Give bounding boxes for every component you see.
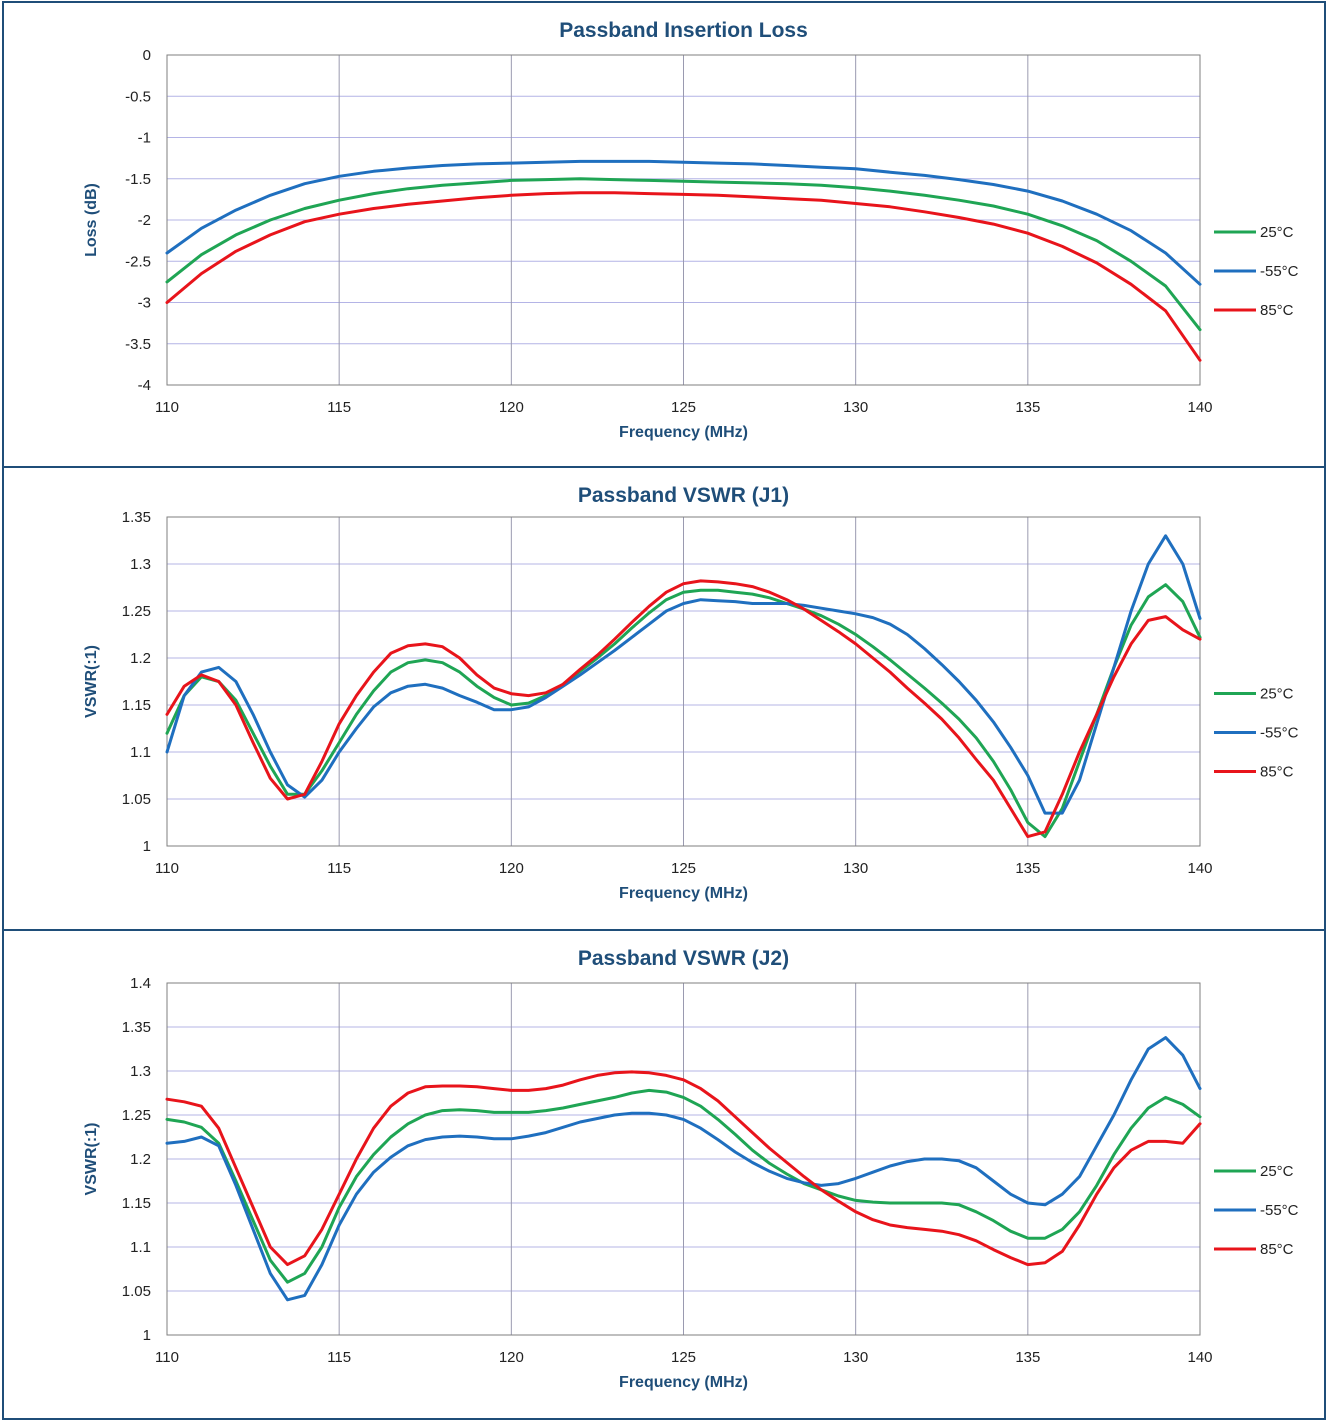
y-tick-label: 1.1 bbox=[130, 1239, 151, 1256]
y-tick-label: 1 bbox=[143, 838, 151, 855]
series-line-0 bbox=[165, 177, 1202, 332]
x-tick-label: 125 bbox=[671, 1349, 696, 1366]
chart-panel-vswr-j2: 1.4 1.35 1.3 1.25 1.2 1.15 1.1 1.05 1 110 115 120 12… bbox=[2, 929, 1326, 1420]
y-tick-label: 1.15 bbox=[122, 697, 151, 714]
series-line-2 bbox=[165, 579, 1202, 839]
series-line-0 bbox=[165, 1088, 1202, 1284]
y-tick-label: 1.2 bbox=[130, 650, 151, 667]
x-tick-label: 110 bbox=[155, 1349, 179, 1366]
legend-label-1: -55°C bbox=[1260, 1202, 1299, 1219]
legend-label-0: 25°C bbox=[1260, 224, 1294, 241]
legend-label-1: -55°C bbox=[1260, 263, 1299, 280]
series-line-1 bbox=[165, 159, 1202, 286]
plot-border bbox=[166, 516, 1201, 847]
series-line-2 bbox=[165, 191, 1202, 362]
y-tick-label: -2.5 bbox=[125, 253, 151, 270]
y-tick-label: 1 bbox=[143, 1327, 151, 1344]
x-tick-label: 110 bbox=[155, 399, 179, 416]
y-tick-label: 1.35 bbox=[122, 509, 151, 526]
series-line-1 bbox=[165, 1036, 1202, 1302]
x-tick-label: 130 bbox=[843, 1349, 868, 1366]
y-tick-label: -1.5 bbox=[125, 171, 151, 188]
y-tick-label: 1.25 bbox=[122, 1107, 151, 1124]
chart-title: Passband VSWR (J2) bbox=[578, 947, 789, 970]
x-tick-label: 140 bbox=[1187, 399, 1212, 416]
y-tick-label: 1.05 bbox=[122, 791, 151, 808]
y-tick-label: 1.3 bbox=[130, 1063, 151, 1080]
x-tick-label: 140 bbox=[1187, 860, 1212, 877]
x-tick-label: 140 bbox=[1187, 1349, 1212, 1366]
x-tick-label: 115 bbox=[327, 1349, 351, 1366]
y-tick-label: 1.35 bbox=[122, 1019, 151, 1036]
y-tick-label: 1.05 bbox=[122, 1283, 151, 1300]
y-tick-label: -4 bbox=[138, 377, 151, 394]
x-axis-label: Frequency (MHz) bbox=[619, 1374, 748, 1391]
y-tick-label: 1.25 bbox=[122, 603, 151, 620]
x-tick-label: 135 bbox=[1015, 1349, 1040, 1366]
x-tick-label: 110 bbox=[155, 860, 179, 877]
x-tick-label: 130 bbox=[843, 860, 868, 877]
y-tick-label: 0 bbox=[143, 47, 151, 64]
y-tick-label: -3.5 bbox=[125, 336, 151, 353]
chart-panel-vswr-j1: 1.35 1.3 1.25 1.2 1.15 1.1 1.05 1 110 115 120 125 13… bbox=[2, 466, 1326, 931]
chart-panel-insertion-loss: 0 -0.5 -1 -1.5 -2 -2.5 -3 -3.5 -4 110 115 120 125 130… bbox=[2, 1, 1326, 468]
legend-label-0: 25°C bbox=[1260, 1163, 1294, 1180]
x-tick-label: 120 bbox=[499, 1349, 524, 1366]
x-axis-label: Frequency (MHz) bbox=[619, 885, 748, 902]
y-tick-label: 1.1 bbox=[130, 744, 151, 761]
x-axis-label: Frequency (MHz) bbox=[619, 424, 748, 441]
y-tick-label: -3 bbox=[138, 295, 151, 312]
legend-label-1: -55°C bbox=[1260, 725, 1299, 742]
x-tick-label: 125 bbox=[671, 860, 696, 877]
y-tick-label: 1.2 bbox=[130, 1151, 151, 1168]
y-tick-label: 1.4 bbox=[130, 975, 151, 992]
x-tick-label: 120 bbox=[499, 399, 524, 416]
chart-title: Passband Insertion Loss bbox=[559, 19, 808, 42]
y-axis-label: VSWR(:1) bbox=[83, 645, 100, 718]
chart-title: Passband VSWR (J1) bbox=[578, 484, 789, 507]
plot-border bbox=[166, 54, 1201, 386]
legend-label-0: 25°C bbox=[1260, 686, 1294, 703]
series-line-2 bbox=[165, 1070, 1202, 1267]
x-tick-label: 125 bbox=[671, 399, 696, 416]
y-tick-label: -0.5 bbox=[125, 88, 151, 105]
plot-border bbox=[166, 982, 1201, 1336]
x-tick-label: 115 bbox=[327, 399, 351, 416]
x-tick-label: 135 bbox=[1015, 399, 1040, 416]
y-tick-label: -2 bbox=[138, 212, 151, 229]
series-line-1 bbox=[165, 534, 1202, 815]
series-line-0 bbox=[165, 583, 1202, 839]
legend-label-2: 85°C bbox=[1260, 764, 1294, 781]
y-tick-label: -1 bbox=[138, 130, 151, 147]
y-axis-label: Loss (dB) bbox=[83, 183, 100, 257]
legend-label-2: 85°C bbox=[1260, 302, 1294, 319]
y-axis-label: VSWR(:1) bbox=[83, 1123, 100, 1196]
x-tick-label: 120 bbox=[499, 860, 524, 877]
y-tick-label: 1.3 bbox=[130, 556, 151, 573]
x-tick-label: 130 bbox=[843, 399, 868, 416]
legend-label-2: 85°C bbox=[1260, 1241, 1294, 1258]
x-tick-label: 115 bbox=[327, 860, 351, 877]
y-tick-label: 1.15 bbox=[122, 1195, 151, 1212]
x-tick-label: 135 bbox=[1015, 860, 1040, 877]
